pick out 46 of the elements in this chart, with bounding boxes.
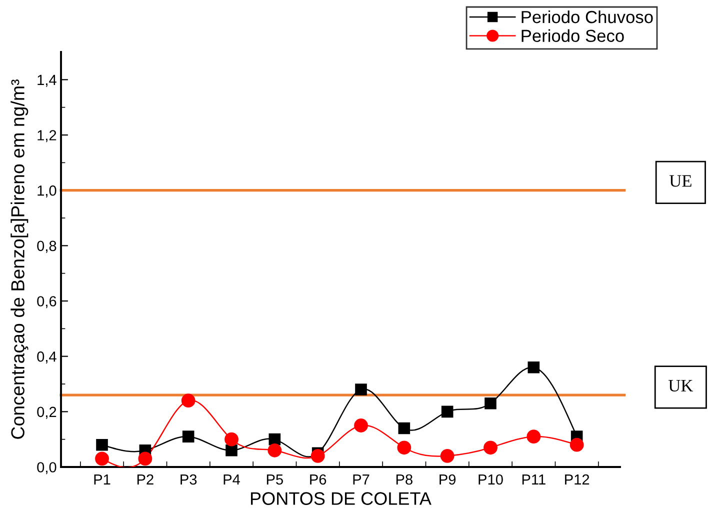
point bbox=[96, 438, 108, 451]
point bbox=[354, 418, 368, 432]
ref-line-label: UE bbox=[669, 175, 692, 187]
point bbox=[268, 443, 282, 458]
point bbox=[181, 394, 196, 408]
x-tick-label: P1 bbox=[94, 474, 110, 485]
x-tick-label: P12 bbox=[565, 474, 590, 485]
point bbox=[224, 432, 238, 446]
point bbox=[95, 452, 109, 466]
x-tick-label: P7 bbox=[353, 474, 370, 485]
y-axis-title: Concentraçao de Benzo[a]Pireno em ng/m³ bbox=[10, 80, 28, 439]
x-tick-label: P6 bbox=[310, 474, 326, 485]
x-tick-label: P4 bbox=[224, 474, 240, 485]
x-tick-label: P11 bbox=[522, 474, 546, 485]
x-tick-label: P10 bbox=[478, 474, 503, 485]
y-tick-label: 0,6 bbox=[37, 296, 56, 308]
legend-label: Periodo Chuvoso bbox=[522, 10, 653, 24]
point bbox=[182, 430, 194, 442]
y-tick-label: 0,8 bbox=[37, 240, 56, 253]
point bbox=[440, 448, 454, 463]
point bbox=[226, 444, 238, 456]
point bbox=[310, 448, 325, 463]
x-axis-title: PONTOS DE COLETA bbox=[251, 492, 432, 505]
x-tick-label: P3 bbox=[180, 474, 197, 485]
y-tick-label: 1,4 bbox=[38, 74, 56, 87]
point bbox=[441, 406, 454, 418]
point bbox=[484, 397, 496, 410]
y-tick-label: 1,2 bbox=[38, 130, 56, 142]
point bbox=[526, 430, 541, 444]
point bbox=[570, 438, 584, 452]
x-tick-label: P2 bbox=[137, 474, 154, 485]
point bbox=[397, 440, 412, 455]
point bbox=[528, 361, 540, 374]
x-tick-label: P8 bbox=[396, 474, 412, 485]
y-tick-label: 0,4 bbox=[37, 351, 56, 364]
legend-label: Periodo Seco bbox=[522, 29, 624, 42]
ref-line-label: UK bbox=[668, 380, 694, 392]
y-tick-label: 1,0 bbox=[38, 185, 56, 198]
point bbox=[484, 440, 498, 455]
y-tick-label: 0,2 bbox=[37, 406, 56, 419]
point bbox=[355, 384, 367, 396]
point bbox=[398, 422, 410, 434]
y-tick-label: 0,0 bbox=[37, 462, 56, 474]
x-tick-label: P9 bbox=[440, 474, 456, 485]
x-tick-label: P5 bbox=[266, 474, 283, 485]
point bbox=[138, 452, 152, 466]
